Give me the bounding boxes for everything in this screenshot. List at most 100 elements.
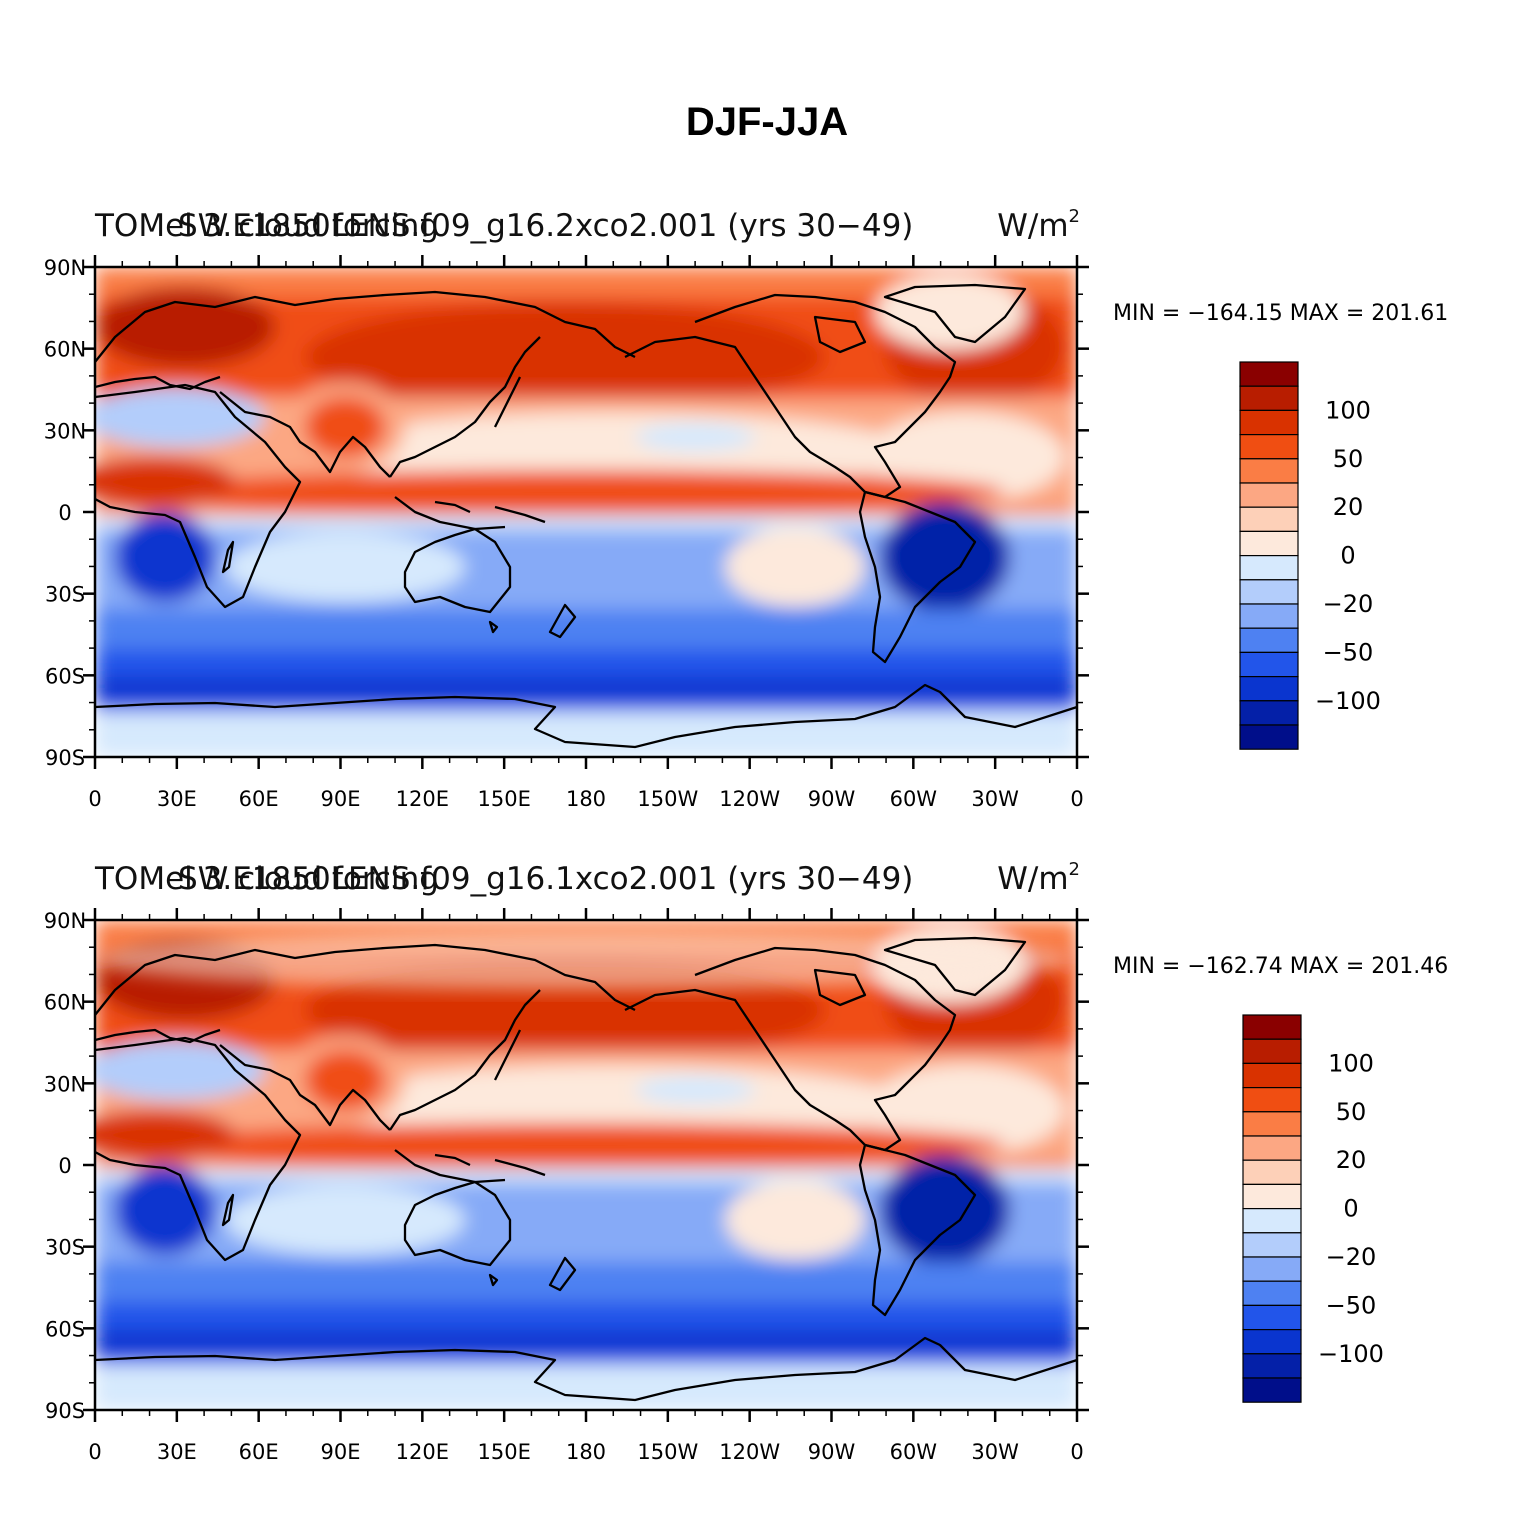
colorbar-swatch — [1242, 1207, 1302, 1234]
colorbar-swatch — [1242, 1062, 1302, 1089]
colorbar-swatch — [1242, 1280, 1302, 1306]
min-max-stats: MIN = −164.15 MAX = 201.61 — [1113, 301, 1448, 326]
lat-tick-label: 60N — [44, 991, 86, 1015]
colorbar-swatch — [1239, 579, 1299, 605]
colorbar-swatch — [1242, 1135, 1302, 1161]
colorbar-swatch — [1239, 554, 1299, 581]
colorbar-label: 0 — [1343, 1195, 1358, 1223]
colorbar-swatch — [1242, 1353, 1302, 1379]
lon-tick-label: 30W — [971, 787, 1019, 811]
lat-tick-label: 60S — [45, 664, 85, 688]
variable-label: SW cloud forcing — [178, 861, 439, 897]
colorbar-swatch — [1239, 506, 1299, 533]
units-label: W/m2 — [997, 206, 1080, 244]
lon-tick-label: 150E — [477, 1440, 530, 1464]
lon-tick-label: 60E — [239, 787, 279, 811]
colorbar-swatch — [1239, 603, 1299, 629]
lat-tick-label: 60N — [44, 338, 86, 362]
colorbar-swatch — [1239, 385, 1299, 412]
lat-tick-label: 0 — [58, 501, 71, 525]
colorbar-label: 50 — [1333, 445, 1364, 473]
colorbar-label: −20 — [1323, 590, 1374, 618]
lon-tick-label: 90W — [808, 787, 856, 811]
colorbar-label: −100 — [1315, 687, 1381, 715]
colorbar-label: −50 — [1326, 1291, 1377, 1319]
variable-label: SW cloud forcing — [178, 208, 439, 244]
lon-tick-label: 90W — [808, 1440, 856, 1464]
lon-tick-label: 150W — [637, 1440, 698, 1464]
colorbar-label: 0 — [1340, 542, 1355, 570]
colorbar: 100 50 20 0 −20 −50 −100 — [1239, 361, 1381, 750]
colorbar-swatch — [1242, 1377, 1302, 1403]
colorbar-swatch — [1242, 1232, 1302, 1258]
min-max-stats: MIN = −162.74 MAX = 201.46 — [1113, 954, 1448, 979]
colorbar-swatch — [1239, 627, 1299, 654]
colorbar-swatch — [1242, 1183, 1302, 1210]
lon-tick-label: 120E — [396, 1440, 449, 1464]
colorbar-swatch — [1242, 1111, 1302, 1137]
lat-tick-label: 30S — [45, 1236, 85, 1260]
lon-tick-label: 120W — [719, 1440, 780, 1464]
lon-tick-label: 30W — [971, 1440, 1019, 1464]
colorbar-label: 50 — [1336, 1098, 1367, 1126]
colorbar-swatch — [1239, 530, 1299, 557]
colorbar-label: 20 — [1333, 493, 1364, 521]
lon-tick-label: 150W — [637, 787, 698, 811]
colorbar-swatch — [1239, 409, 1299, 436]
lon-tick-label: 120W — [719, 787, 780, 811]
lon-tick-label: 180 — [566, 1440, 606, 1464]
lat-tick-label: 30N — [44, 1072, 86, 1096]
lat-tick-label: 90N — [44, 256, 86, 280]
lat-tick-label: 30S — [45, 583, 85, 607]
lat-tick-label: 0 — [58, 1154, 71, 1178]
colorbar-swatch — [1239, 482, 1299, 508]
units-label: W/m2 — [997, 859, 1080, 897]
lat-tick-label: 90N — [44, 909, 86, 933]
colorbar-label: 100 — [1325, 396, 1371, 424]
lon-tick-label: 90E — [321, 1440, 361, 1464]
lon-tick-label: 30E — [157, 787, 197, 811]
colorbar-swatch — [1239, 458, 1299, 484]
colorbar-label: 20 — [1336, 1146, 1367, 1174]
lon-tick-label: 0 — [1070, 1440, 1083, 1464]
colorbar-label: −50 — [1323, 638, 1374, 666]
lat-tick-label: 90S — [45, 1399, 85, 1423]
colorbar-swatch — [1242, 1256, 1302, 1282]
lon-tick-label: 180 — [566, 787, 606, 811]
lat-tick-label: 60S — [45, 1317, 85, 1341]
figure-title: DJF-JJA — [686, 100, 848, 144]
colorbar-label: 100 — [1328, 1049, 1374, 1077]
colorbar-swatch — [1239, 651, 1299, 678]
colorbar-swatch — [1242, 1038, 1302, 1064]
lon-tick-label: 90E — [321, 787, 361, 811]
colorbar-swatch — [1239, 675, 1299, 702]
lon-tick-label: 30E — [157, 1440, 197, 1464]
colorbar-label: −100 — [1318, 1340, 1384, 1368]
colorbar-label: −20 — [1326, 1243, 1377, 1271]
colorbar-swatch — [1242, 1304, 1302, 1331]
lat-tick-label: 30N — [44, 419, 86, 443]
lon-tick-label: 60E — [239, 1440, 279, 1464]
case-label: TOMel 3.E1850LENS.f09_g16.2xco2.001 (yrs… — [94, 208, 913, 244]
colorbar: 100 50 20 0 −20 −50 −100 — [1242, 1014, 1384, 1403]
colorbar-swatch — [1242, 1014, 1302, 1040]
colorbar-swatch — [1242, 1086, 1302, 1113]
colorbar-swatch — [1239, 700, 1299, 726]
colorbar-swatch — [1239, 434, 1299, 460]
lon-tick-label: 60W — [890, 787, 938, 811]
case-label: TOMel 3.E1850LENS.f09_g16.1xco2.001 (yrs… — [94, 861, 913, 897]
lon-tick-label: 120E — [396, 787, 449, 811]
colorbar-swatch — [1242, 1159, 1302, 1185]
colorbar-swatch — [1239, 361, 1299, 387]
colorbar-swatch — [1239, 724, 1299, 750]
lon-tick-label: 0 — [88, 1440, 101, 1464]
lon-tick-label: 0 — [88, 787, 101, 811]
lon-tick-label: 150E — [477, 787, 530, 811]
colorbar-swatch — [1242, 1328, 1302, 1355]
lon-tick-label: 0 — [1070, 787, 1083, 811]
